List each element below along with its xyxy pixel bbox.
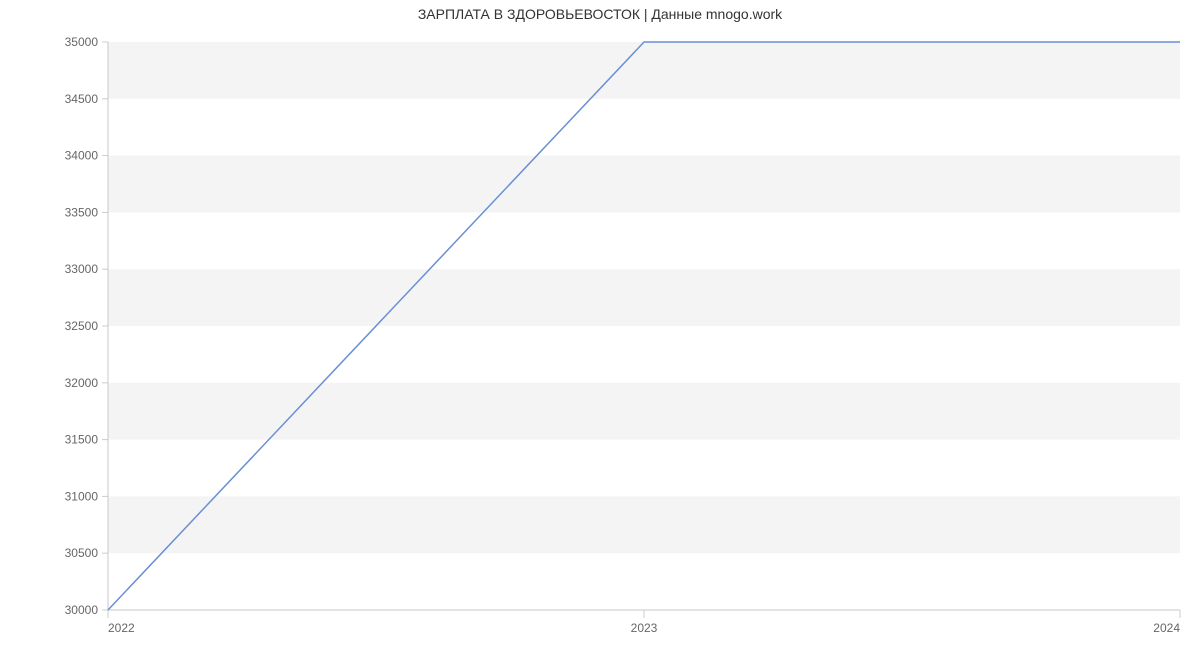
x-tick-label: 2024 bbox=[1153, 621, 1180, 635]
salary-chart: ЗАРПЛАТА В ЗДОРОВЬЕВОСТОК | Данные mnogo… bbox=[0, 0, 1200, 650]
chart-svg: 30000 30500 31000 31500 32000 32500 33000 33500… bbox=[0, 0, 1200, 650]
y-tick-label: 33500 bbox=[65, 205, 99, 219]
y-tick-label: 34500 bbox=[65, 92, 99, 106]
y-tick-label: 34000 bbox=[65, 149, 99, 163]
y-tick-label: 33000 bbox=[65, 262, 99, 276]
y-tick-label: 32500 bbox=[65, 319, 99, 333]
y-tick-label: 32000 bbox=[65, 376, 99, 390]
y-tick-label: 35000 bbox=[65, 35, 99, 49]
y-tick-label: 31000 bbox=[65, 489, 99, 503]
x-tick-label: 2023 bbox=[631, 621, 658, 635]
chart-title: ЗАРПЛАТА В ЗДОРОВЬЕВОСТОК | Данные mnogo… bbox=[0, 6, 1200, 22]
y-tick-label: 30000 bbox=[65, 603, 99, 617]
y-tick-label: 30500 bbox=[65, 546, 99, 560]
x-tick-label: 2022 bbox=[108, 621, 135, 635]
y-tick-label: 31500 bbox=[65, 433, 99, 447]
